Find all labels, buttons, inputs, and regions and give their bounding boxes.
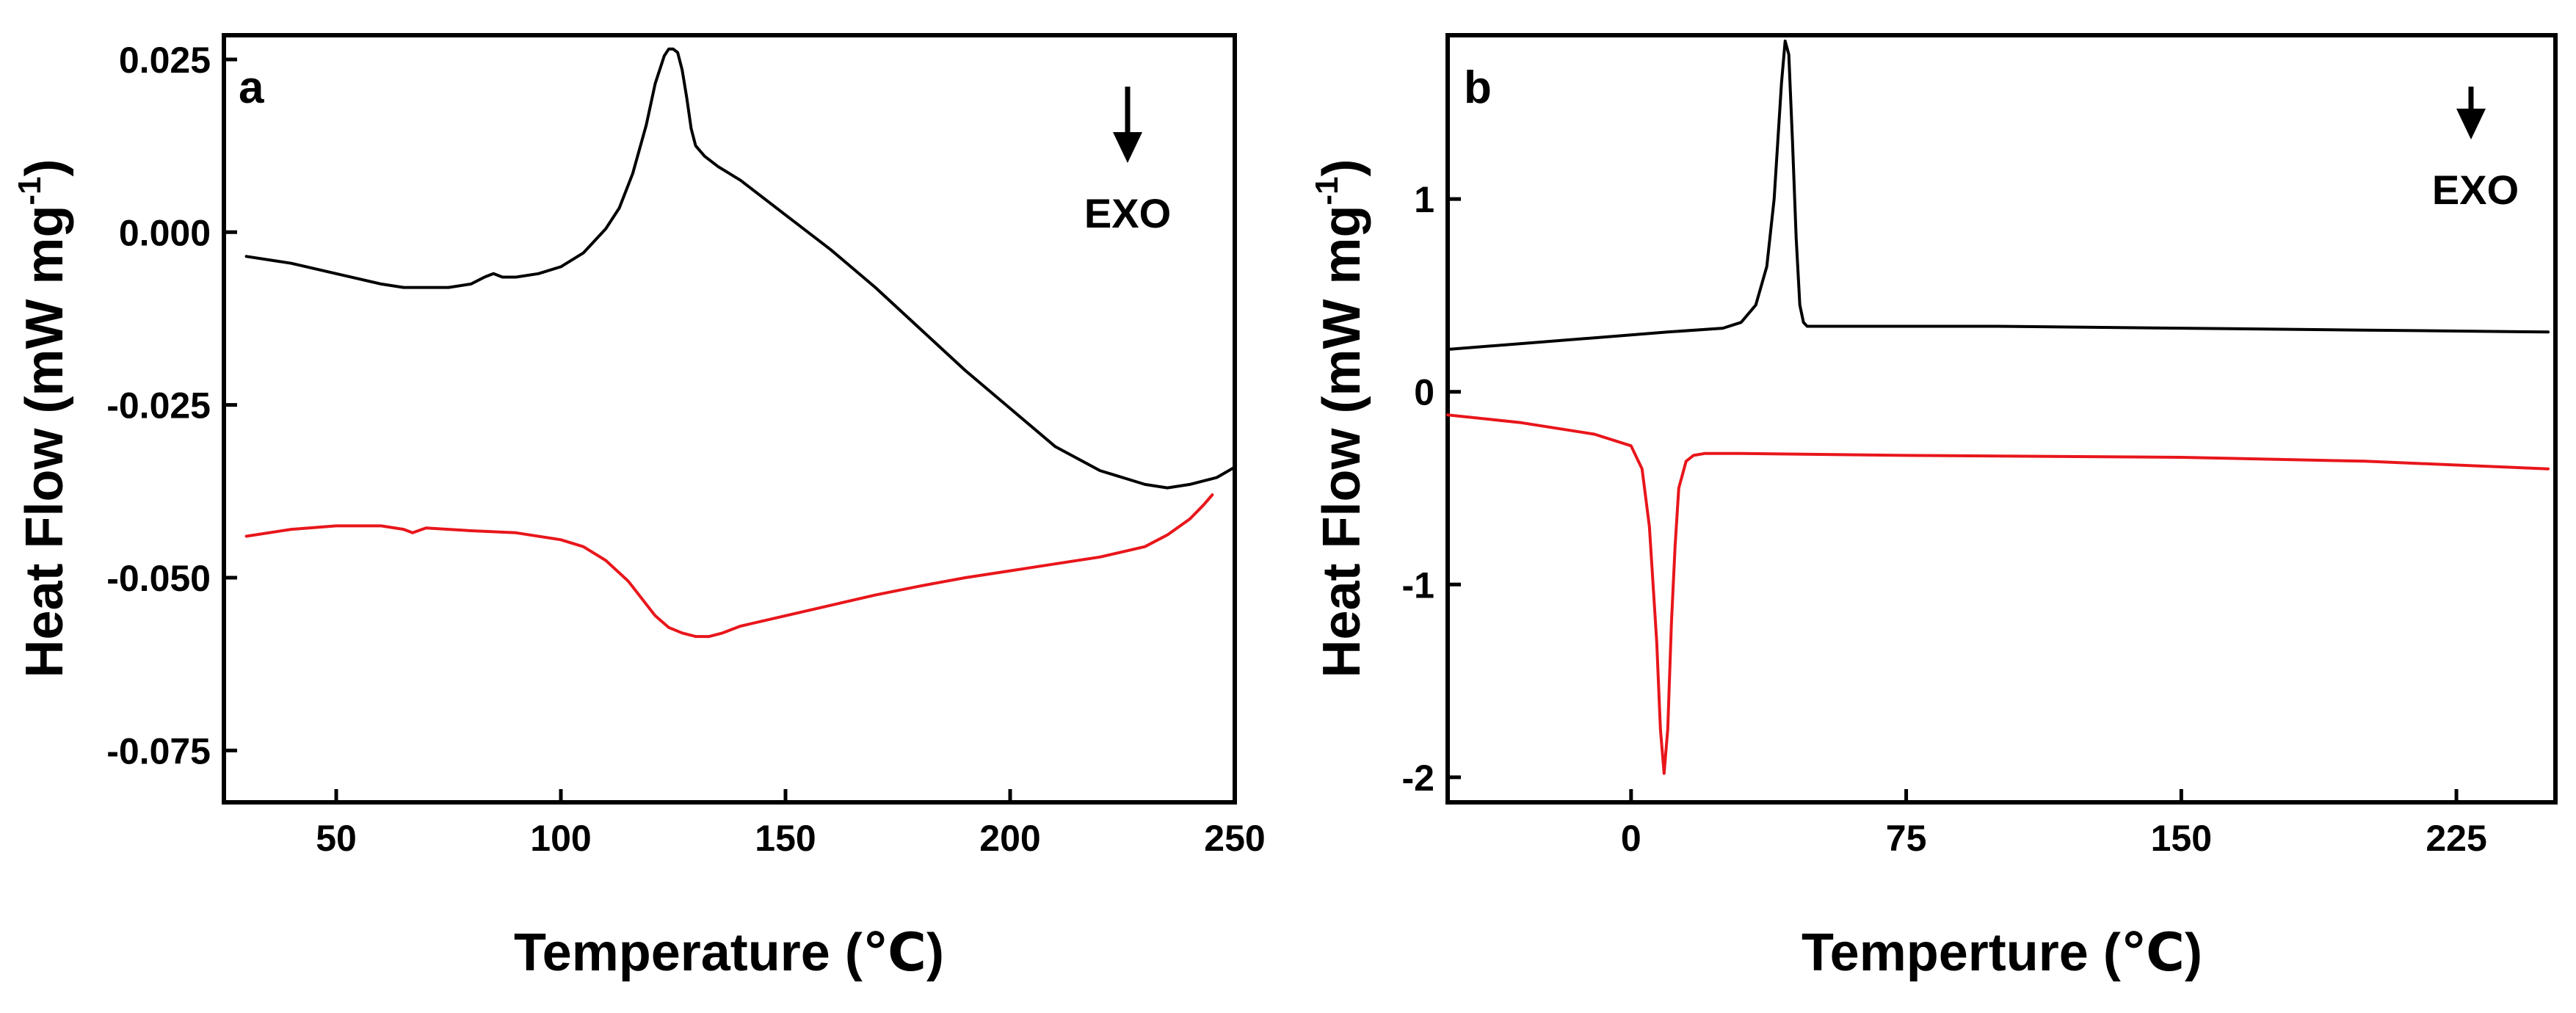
- panel-b-yaxis-title-close: ): [1313, 159, 1371, 176]
- panel-b-ytick-label: 0: [1414, 372, 1434, 413]
- panel-a-exo-label: EXO: [1084, 190, 1171, 236]
- panel-a-yaxis-title: Heat Flow (mW mg-1): [12, 159, 74, 678]
- panel-b-xtick-label: 0: [1621, 818, 1641, 859]
- panel-b-xtick-label: 225: [2426, 818, 2486, 859]
- panel-b-xtick-label: 150: [2151, 818, 2212, 859]
- panel-b-plot-frame: [1445, 33, 2558, 805]
- panel-a-ytick-label: 0.025: [119, 40, 211, 81]
- panel-a-xtick-label: 100: [530, 818, 591, 859]
- panel-a-ytick-label: 0.000: [119, 212, 211, 253]
- panel-a-yaxis-title-sup: -1: [12, 176, 48, 205]
- panel-b-exo-label: EXO: [2432, 167, 2519, 213]
- panel-a-ticks: 50 100 150 200 250 0.025 0.000 -0.025 -0.050 -0.0…: [106, 40, 1266, 859]
- panel-a-exo-arrow-icon: [1113, 87, 1142, 163]
- panel-a-xtick-label: 250: [1204, 818, 1265, 859]
- panel-a-yaxis-title-main: Heat Flow (mW mg: [15, 206, 74, 678]
- panel-b-letter: b: [1464, 62, 1492, 113]
- panel-a-letter: a: [239, 62, 264, 113]
- panel-b-exo-arrow-icon: [2456, 87, 2486, 139]
- panel-a-xtick-label: 200: [979, 818, 1040, 859]
- panel-a-yaxis-title-close: ): [15, 159, 74, 176]
- panel-b-series-heating: [1446, 39, 2550, 351]
- panel-a-series-heating: [244, 47, 1236, 490]
- panel-a-ytick-label: -0.025: [106, 385, 211, 426]
- panel-a-xtick-label: 50: [316, 818, 357, 859]
- panel-a-ytick-label: -0.075: [106, 730, 211, 771]
- panel-b-ticks: 0 75 150 225 1 0 -1 -2: [1402, 179, 2487, 859]
- panel-b-series: [1446, 39, 2550, 775]
- panel-b-ytick-label: -2: [1402, 758, 1434, 799]
- panel-b-yaxis-title-main: Heat Flow (mW mg: [1313, 206, 1371, 678]
- panel-b-ytick-label: 1: [1414, 179, 1434, 220]
- panel-b-xaxis-title: Temperture (℃): [1802, 923, 2202, 982]
- panel-b-series-cooling: [1446, 413, 2550, 775]
- panel-a-xtick-label: 150: [755, 818, 816, 859]
- panel-a-ytick-label: -0.050: [106, 558, 211, 599]
- panel-b: 0 75 150 225 1 0 -1 -2 b EXO Temperture (℃) Hea…: [1309, 33, 2558, 982]
- panel-b-xtick-label: 75: [1886, 818, 1927, 859]
- panel-b-yaxis-title: Heat Flow (mW mg-1): [1309, 159, 1371, 678]
- panel-a-plot-frame: [222, 33, 1237, 805]
- panel-b-ytick-label: -1: [1402, 564, 1434, 606]
- panel-a-series: [244, 47, 1236, 639]
- panel-b-yaxis-title-sup: -1: [1309, 176, 1345, 205]
- panel-a: 50 100 150 200 250 0.025 0.000 -0.025 -0.050 -0.0…: [12, 33, 1266, 982]
- panel-a-xaxis-title: Temperature (℃): [514, 923, 944, 982]
- panel-a-series-cooling: [244, 493, 1214, 639]
